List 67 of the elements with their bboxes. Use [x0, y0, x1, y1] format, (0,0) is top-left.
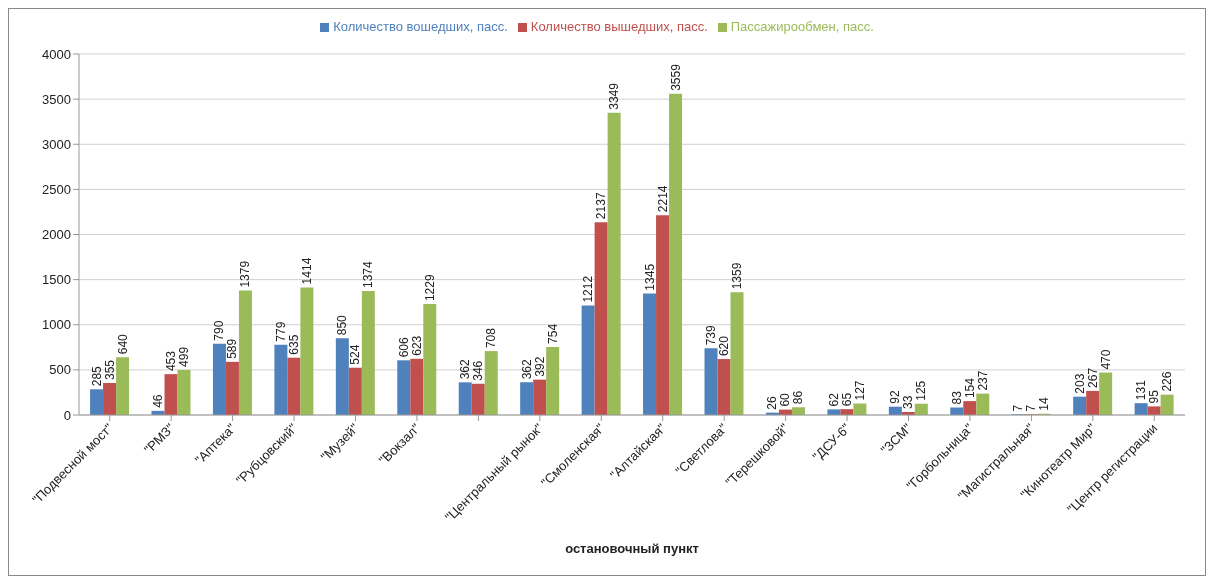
data-label: 362	[519, 358, 534, 380]
data-label: 203	[1072, 373, 1087, 394]
data-label: 14	[1037, 397, 1052, 411]
data-label: 1414	[299, 257, 314, 285]
data-label: 635	[286, 334, 301, 355]
data-label: 83	[949, 390, 964, 405]
data-label: 226	[1160, 371, 1175, 392]
data-label: 589	[225, 338, 240, 359]
y-tick-label: 3000	[42, 136, 71, 152]
data-label: 355	[102, 359, 117, 380]
y-tick-label: 1000	[42, 317, 71, 333]
data-label: 1212	[581, 275, 596, 303]
data-label: 62	[826, 392, 841, 407]
data-label: 524	[348, 344, 363, 365]
data-label: 46	[151, 394, 165, 408]
data-label: 1359	[730, 262, 744, 290]
data-label: 790	[212, 320, 227, 341]
data-label: 285	[89, 365, 104, 387]
data-label: 1379	[238, 260, 253, 288]
legend-label: Количество вошедших, пасс.	[333, 19, 508, 34]
data-label: 606	[396, 336, 411, 358]
data-label: 26	[765, 395, 780, 410]
data-label: 708	[484, 327, 499, 349]
data-label: 2214	[655, 185, 670, 213]
data-label: 1374	[361, 260, 376, 288]
y-tick-label: 2000	[42, 227, 71, 243]
data-label: 95	[1147, 389, 1162, 404]
data-label: 453	[164, 350, 178, 372]
data-label: 33	[901, 395, 916, 410]
data-label: 623	[409, 335, 424, 356]
data-label: 267	[1085, 367, 1100, 388]
data-label: 3559	[668, 63, 683, 91]
data-label: 346	[471, 360, 486, 381]
data-label: 2137	[594, 192, 609, 220]
data-label: 620	[717, 335, 731, 357]
data-label: 392	[532, 356, 547, 377]
y-tick-label: 4000	[42, 46, 71, 62]
data-label: 499	[177, 346, 191, 367]
data-label: 127	[852, 380, 867, 401]
data-label: 1345	[642, 263, 657, 291]
data-label: 3349	[607, 82, 622, 110]
data-label: 154	[962, 377, 977, 399]
data-label: 779	[273, 321, 288, 342]
data-label: 125	[914, 380, 929, 401]
y-tick-label: 3500	[42, 91, 71, 107]
y-tick-label: 500	[49, 362, 71, 378]
data-label: 640	[115, 333, 130, 355]
y-tick-label: 1500	[42, 272, 71, 288]
data-label: 470	[1098, 349, 1113, 370]
data-label: 131	[1134, 379, 1149, 401]
legend-label: Пассажирообмен, пасс.	[730, 19, 874, 34]
data-label: 850	[335, 314, 350, 336]
y-tick-label: 2500	[42, 181, 71, 197]
data-label: 1229	[422, 274, 437, 302]
data-label: 7	[1011, 404, 1026, 412]
data-label: 65	[839, 392, 854, 407]
legend-label: Количество вышедших, пасс.	[530, 19, 708, 34]
data-label: 60	[778, 392, 793, 407]
y-tick-label: 0	[63, 407, 71, 423]
data-label: 237	[975, 370, 990, 391]
x-axis-title: остановочный пункт	[565, 541, 699, 556]
data-label: 362	[458, 358, 473, 380]
data-label: 86	[791, 390, 806, 405]
data-label: 739	[704, 324, 718, 346]
data-label: 92	[888, 390, 903, 404]
data-label: 754	[545, 323, 560, 344]
data-label: 7	[1024, 404, 1039, 412]
